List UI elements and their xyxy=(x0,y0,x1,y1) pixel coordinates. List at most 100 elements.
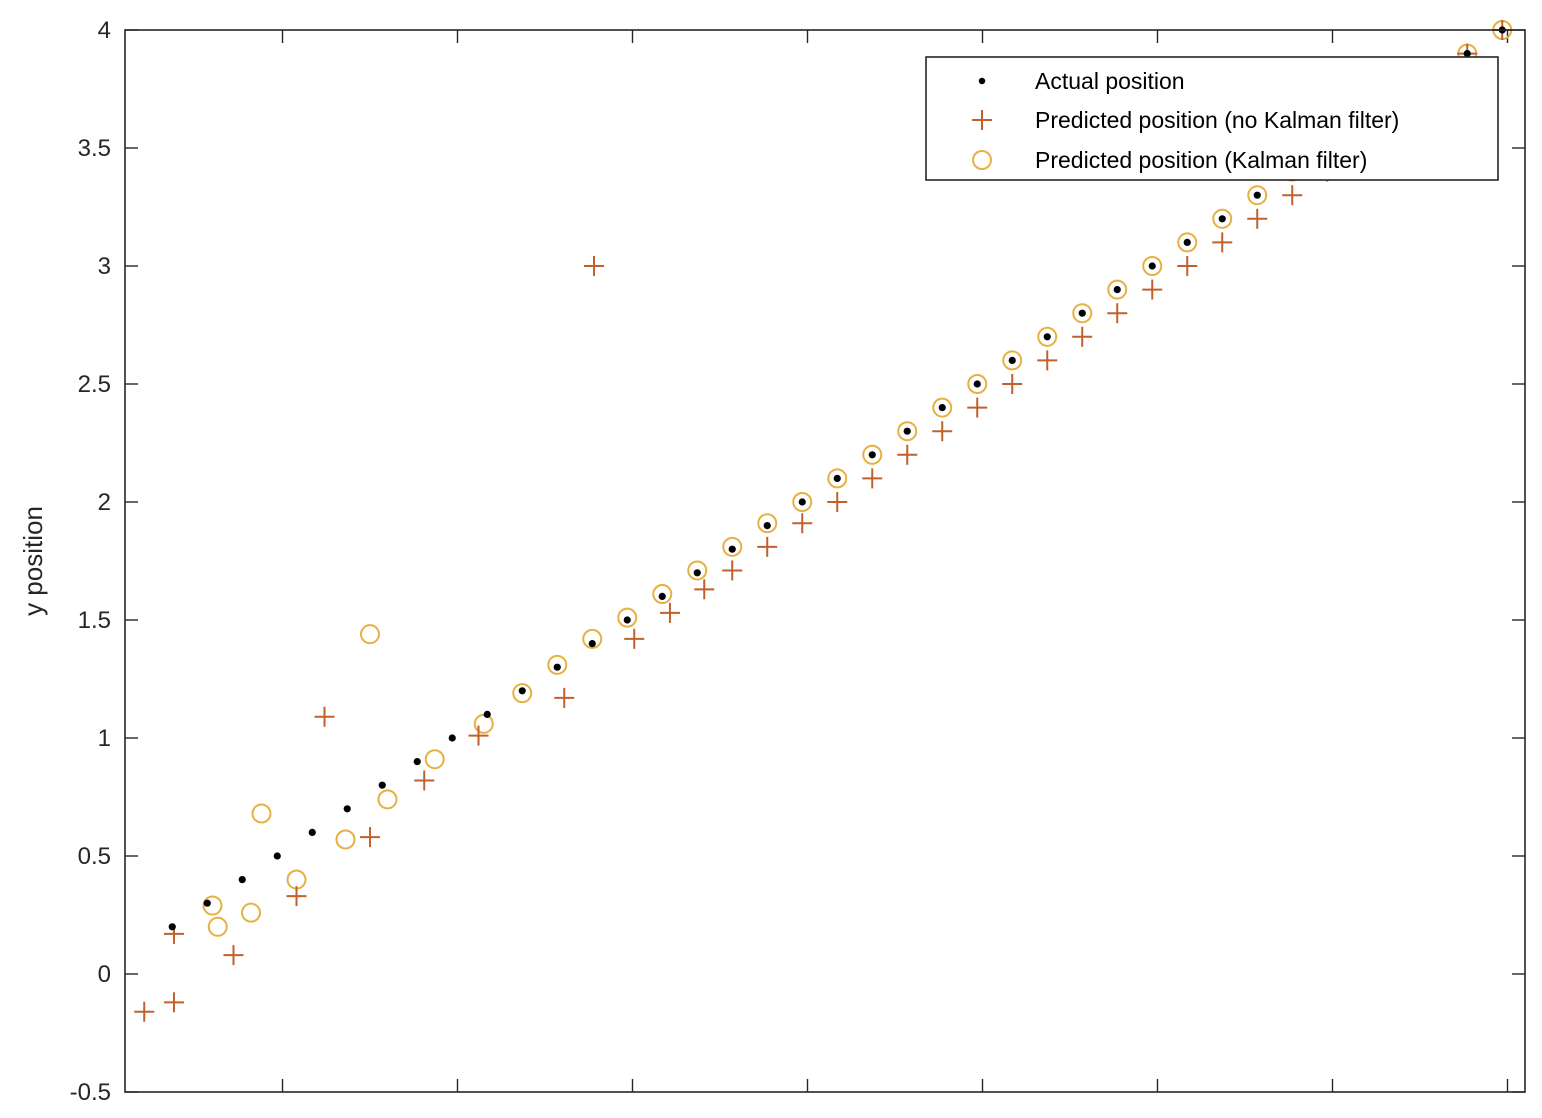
y-tick-label: 2 xyxy=(98,489,111,516)
predicted-kalman-point xyxy=(897,421,918,442)
actual-position-point xyxy=(1113,286,1121,294)
actual-position-point xyxy=(238,876,246,884)
predicted-no-kalman-point xyxy=(1282,185,1303,206)
y-axis-label: y position xyxy=(18,506,48,616)
predicted-kalman-point xyxy=(862,444,883,465)
actual-position-point xyxy=(308,828,316,837)
predicted-kalman-point xyxy=(932,397,953,418)
actual-position-point xyxy=(378,781,386,789)
legend-marker-plus xyxy=(972,110,992,130)
y-tick-label: 1.5 xyxy=(78,607,111,634)
actual-position-point xyxy=(588,640,596,648)
predicted-no-kalman-point xyxy=(792,513,813,534)
predicted-kalman-point xyxy=(1072,303,1093,324)
predicted-kalman-point xyxy=(1142,256,1163,276)
actual-position-point xyxy=(413,758,421,766)
predicted-no-kalman-point xyxy=(1212,232,1233,253)
actual-position-point xyxy=(168,923,176,931)
series-actual-position xyxy=(168,26,1506,931)
predicted-no-kalman-point xyxy=(1142,279,1163,300)
legend-item: Actual position xyxy=(978,68,1185,94)
predicted-kalman-point xyxy=(1212,208,1233,229)
predicted-kalman-point xyxy=(360,624,380,645)
legend-label: Predicted position (no Kalman filter) xyxy=(1035,107,1399,133)
actual-position-point xyxy=(868,451,876,459)
predicted-no-kalman-point xyxy=(862,468,883,489)
axis-ticks: -0.5 0 0.5 1 1.5 2 2.5 3 3.5 4 xyxy=(70,17,1525,1106)
predicted-kalman-point xyxy=(512,683,533,704)
actual-position-point xyxy=(833,474,841,482)
actual-position-point xyxy=(1043,333,1051,341)
predicted-no-kalman-point xyxy=(827,492,848,512)
predicted-kalman-point xyxy=(792,492,813,512)
predicted-kalman-point xyxy=(1247,185,1268,206)
predicted-kalman-point xyxy=(617,607,638,628)
predicted-no-kalman-point xyxy=(1107,303,1128,324)
predicted-no-kalman-point xyxy=(624,628,645,649)
actual-position-point xyxy=(1008,356,1016,364)
predicted-kalman-point xyxy=(1107,279,1128,300)
predicted-no-kalman-point xyxy=(223,945,244,966)
predicted-kalman-point xyxy=(547,654,568,675)
legend-label: Actual position xyxy=(1035,68,1185,94)
actual-position-point xyxy=(903,427,911,435)
predicted-no-kalman-point xyxy=(1002,374,1023,394)
y-tick-label: 4 xyxy=(98,17,111,44)
predicted-kalman-point xyxy=(207,916,228,937)
predicted-kalman-point xyxy=(1002,350,1023,371)
series-predicted-kalman xyxy=(202,20,1513,937)
y-tick-label: 0.5 xyxy=(78,843,111,870)
predicted-kalman-point xyxy=(335,829,356,850)
actual-position-point xyxy=(798,498,806,506)
y-tick-label: 3.5 xyxy=(78,135,111,162)
actual-position-point xyxy=(1218,215,1226,223)
predicted-no-kalman-point xyxy=(932,421,953,442)
actual-position-point xyxy=(343,805,351,813)
predicted-no-kalman-point xyxy=(414,770,435,791)
predicted-no-kalman-point xyxy=(584,256,604,276)
actual-position-point xyxy=(938,404,946,412)
predicted-kalman-point xyxy=(241,902,261,923)
predicted-no-kalman-point xyxy=(134,1001,155,1022)
predicted-no-kalman-point xyxy=(897,444,918,465)
actual-position-point xyxy=(448,734,456,742)
predicted-kalman-point xyxy=(1037,326,1058,347)
actual-position-point xyxy=(1253,191,1261,199)
predicted-no-kalman-point xyxy=(554,687,575,708)
predicted-kalman-point xyxy=(652,584,673,605)
predicted-no-kalman-point xyxy=(360,827,380,848)
actual-position-point xyxy=(623,616,631,624)
legend-item: Predicted position (no Kalman filter) xyxy=(972,107,1399,133)
legend: Actual position Predicted position (no Ka… xyxy=(925,56,1499,181)
plot-frame xyxy=(124,29,1526,1093)
predicted-no-kalman-point xyxy=(1037,350,1058,371)
predicted-no-kalman-point xyxy=(659,602,680,623)
actual-position-point xyxy=(203,899,211,907)
predicted-no-kalman-point xyxy=(694,579,715,600)
actual-position-point xyxy=(1078,309,1086,317)
actual-position-point xyxy=(658,592,666,601)
actual-position-point xyxy=(518,687,526,695)
predicted-kalman-point xyxy=(202,895,223,916)
actual-position-point xyxy=(1148,262,1156,270)
y-tick-label: 2.5 xyxy=(78,371,111,398)
predicted-kalman-point xyxy=(722,536,743,557)
predicted-kalman-point xyxy=(687,560,708,581)
predicted-kalman-point xyxy=(424,749,445,770)
predicted-kalman-point xyxy=(967,374,988,394)
y-tick-label: -0.5 xyxy=(70,1079,111,1106)
legend-item: Predicted position (Kalman filter) xyxy=(972,147,1367,173)
predicted-no-kalman-point xyxy=(164,992,184,1013)
predicted-kalman-point xyxy=(251,803,272,824)
actual-position-point xyxy=(1463,50,1471,58)
legend-marker-circle xyxy=(972,150,992,170)
predicted-no-kalman-point xyxy=(1247,208,1268,229)
predicted-no-kalman-point xyxy=(967,397,988,418)
predicted-no-kalman-point xyxy=(286,886,307,907)
actual-position-point xyxy=(693,569,701,577)
predicted-no-kalman-point xyxy=(1072,326,1093,347)
actual-position-point xyxy=(763,522,771,530)
y-tick-label: 1 xyxy=(98,725,111,752)
